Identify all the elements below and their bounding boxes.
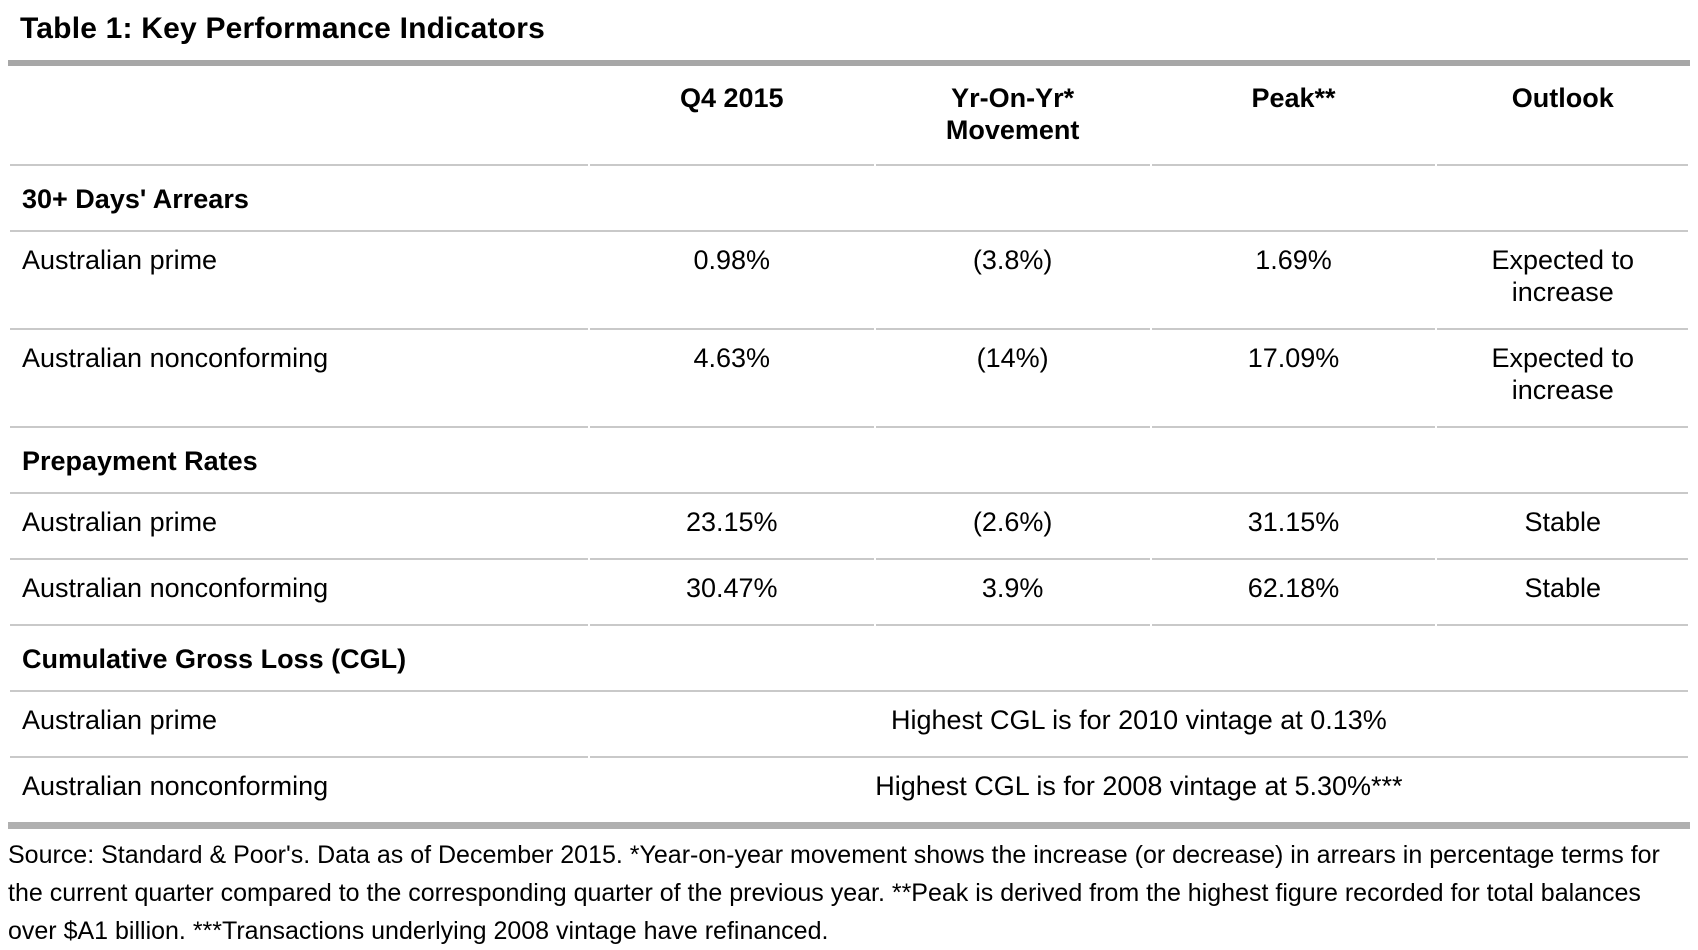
cell-q4-2015: 30.47% (589, 560, 874, 626)
col-header-peak: Peak** (1151, 66, 1436, 166)
row-label: Australian nonconforming (10, 560, 588, 626)
cell-yoy-movement: 3.9% (875, 560, 1150, 626)
cell-q4-2015: 23.15% (589, 494, 874, 560)
table-row: Australian prime Highest CGL is for 2010… (10, 692, 1688, 758)
row-label: Australian nonconforming (10, 330, 588, 428)
section-heading: Prepayment Rates (10, 428, 1688, 494)
cell-outlook: Expected to increase (1437, 330, 1688, 428)
row-label: Australian nonconforming (22, 771, 329, 801)
col-header-blank (10, 66, 588, 166)
cell-q4-2015: 4.63% (589, 330, 874, 428)
header-row: Q4 2015 Yr-On-Yr* Movement Peak** Outloo… (10, 66, 1688, 166)
row-label: Australian prime (10, 232, 588, 330)
section-row-arrears: 30+ Days' Arrears (10, 166, 1688, 232)
section-heading: Cumulative Gross Loss (CGL) (10, 626, 1688, 692)
kpi-table: Q4 2015 Yr-On-Yr* Movement Peak** Outloo… (8, 66, 1690, 822)
table-row: Australian nonconforming 30.47% 3.9% 62.… (10, 560, 1688, 626)
col-header-yoy-movement: Yr-On-Yr* Movement (875, 66, 1150, 166)
table-row: Australian nonconforming Highest CGL is … (10, 758, 1688, 822)
source-footnote: Source: Standard & Poor's. Data as of De… (8, 841, 1660, 945)
cell-yoy-movement: (2.6%) (875, 494, 1150, 560)
cell-outlook: Expected to increase (1437, 232, 1688, 330)
row-label: Australian prime (10, 494, 588, 560)
section-heading: 30+ Days' Arrears (10, 166, 1688, 232)
col-header-q4-2015: Q4 2015 (589, 66, 874, 166)
section-row-prepayment: Prepayment Rates (10, 428, 1688, 494)
cell-peak: 31.15% (1151, 494, 1436, 560)
cell-yoy-movement: (14%) (875, 330, 1150, 428)
title-divider (8, 60, 1690, 66)
cell-peak: 17.09% (1151, 330, 1436, 428)
cell-peak: 1.69% (1151, 232, 1436, 330)
section-row-cgl: Cumulative Gross Loss (CGL) (10, 626, 1688, 692)
footer-divider (8, 822, 1690, 829)
table-row: Australian nonconforming 4.63% (14%) 17.… (10, 330, 1688, 428)
cell-outlook: Stable (1437, 560, 1688, 626)
cell-yoy-movement: (3.8%) (875, 232, 1150, 330)
table-row: Australian prime 23.15% (2.6%) 31.15% St… (10, 494, 1688, 560)
table-row: Australian prime 0.98% (3.8%) 1.69% Expe… (10, 232, 1688, 330)
cell-cgl-note: Highest CGL is for 2008 vintage at 5.30%… (875, 771, 1403, 801)
table-title: Table 1: Key Performance Indicators (20, 12, 545, 45)
col-header-outlook: Outlook (1437, 66, 1688, 166)
cell-cgl-note: Highest CGL is for 2010 vintage at 0.13% (589, 692, 1688, 758)
cell-q4-2015: 0.98% (589, 232, 874, 330)
cell-outlook: Stable (1437, 494, 1688, 560)
cell-peak: 62.18% (1151, 560, 1436, 626)
row-label: Australian prime (10, 692, 588, 758)
